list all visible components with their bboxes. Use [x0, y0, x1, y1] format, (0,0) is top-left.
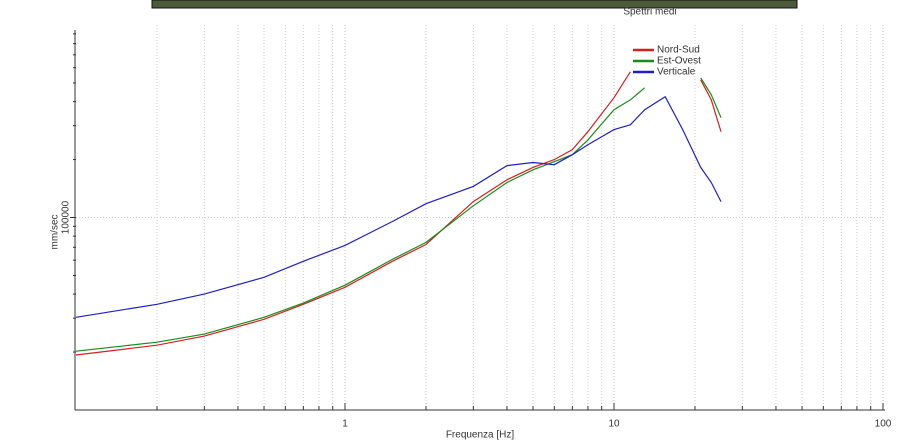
- y-axis-label: mm/sec: [50, 215, 61, 250]
- legend-label: Verticale: [657, 67, 696, 78]
- legend-label: Est-Ovest: [657, 56, 701, 67]
- x-tick-label: 1: [342, 419, 348, 430]
- legend-title: Spettri medi: [623, 7, 676, 18]
- header-image: [151, 0, 798, 9]
- y-tick-label: 100000: [61, 200, 72, 234]
- legend-label: Nord-Sud: [657, 45, 700, 56]
- series-line: [75, 71, 722, 356]
- series-line: [75, 95, 722, 318]
- x-tick-label: 100: [875, 419, 892, 430]
- series-line: [75, 77, 722, 352]
- x-axis-label: Frequenza [Hz]: [446, 430, 515, 441]
- x-tick-label: 10: [608, 419, 620, 430]
